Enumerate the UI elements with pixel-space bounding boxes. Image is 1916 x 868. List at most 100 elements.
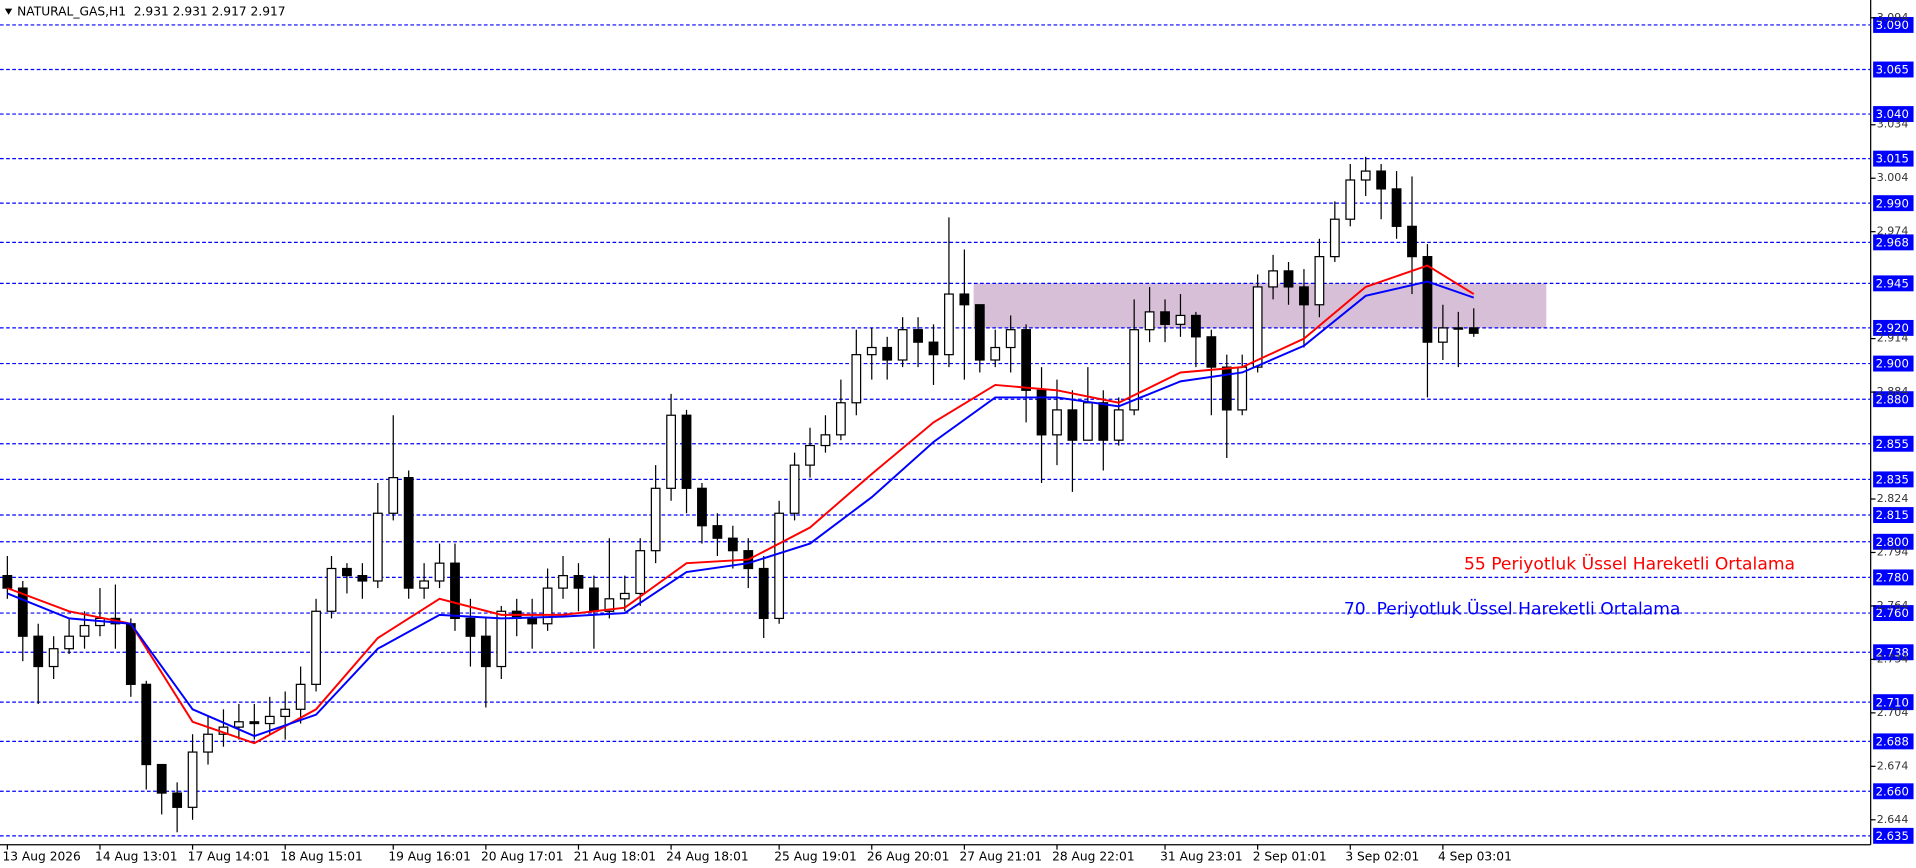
candle-body	[959, 293, 970, 306]
candle-body	[295, 683, 306, 710]
x-tick-label: 3 Sep 02:01	[1345, 849, 1419, 863]
candle-body	[1283, 270, 1294, 288]
level-label-box	[1873, 195, 1914, 212]
level-label-box	[1873, 471, 1914, 488]
level-label-box	[1873, 569, 1914, 586]
candle-body	[882, 346, 893, 361]
y-tick-label: 2.794	[1877, 545, 1909, 558]
candle-body	[17, 587, 28, 637]
level-label: 2.710	[1876, 695, 1909, 709]
candle-body	[1422, 256, 1433, 343]
level-label: 3.090	[1876, 18, 1909, 32]
candle-body	[64, 635, 74, 650]
candle-body	[805, 444, 815, 466]
level-label: 2.660	[1876, 784, 1909, 798]
candle-body	[1391, 188, 1402, 227]
candle-body	[1360, 170, 1371, 181]
level-label: 2.635	[1876, 829, 1909, 843]
level-label: 2.945	[1876, 276, 1909, 290]
candle-body	[311, 610, 321, 685]
candle-body	[1206, 336, 1217, 368]
y-tick-label: 2.914	[1877, 332, 1909, 345]
moving-average	[7, 264, 1475, 745]
candle-body	[342, 567, 352, 577]
x-tick-label: 21 Aug 18:01	[574, 849, 657, 863]
candle-body	[1453, 327, 1464, 330]
level-label: 2.968	[1876, 235, 1909, 249]
x-tick-label: 18 Aug 15:01	[280, 849, 363, 863]
level-label: 2.855	[1876, 437, 1909, 451]
level-label: 2.990	[1876, 196, 1909, 210]
level-label: 2.800	[1876, 535, 1909, 549]
candle-body	[604, 598, 615, 612]
x-tick-label: 13 Aug 2026	[2, 849, 81, 863]
candle-body	[1021, 329, 1032, 391]
candle-body	[635, 550, 646, 595]
x-tick-label: 31 Aug 23:01	[1160, 849, 1243, 863]
candle-body	[1005, 329, 1016, 349]
level-label: 2.880	[1876, 392, 1909, 406]
candle-body	[866, 346, 877, 356]
level-label: 2.738	[1876, 645, 1909, 659]
candle-body	[434, 562, 445, 582]
candle-body	[619, 592, 630, 600]
candle-body	[357, 575, 368, 582]
candle-body	[419, 580, 430, 589]
candle-body	[835, 402, 846, 436]
moving-average	[6, 280, 1475, 738]
candle-body	[990, 346, 1001, 361]
x-tick-label: 19 Aug 16:01	[388, 849, 471, 863]
candle-body	[187, 751, 198, 808]
candle-body	[450, 562, 460, 620]
candle-body	[1221, 366, 1232, 411]
candle-body	[388, 477, 399, 514]
candle-body	[141, 683, 152, 766]
y-tick-label: 2.704	[1877, 706, 1909, 719]
x-tick-label: 2 Sep 01:01	[1253, 849, 1327, 863]
candle-body	[542, 587, 553, 625]
candle-body	[527, 617, 538, 625]
candle-body	[928, 341, 939, 356]
candle-body	[1113, 409, 1124, 441]
level-label: 2.780	[1876, 571, 1909, 585]
candle-body	[33, 635, 44, 668]
candle-body	[1098, 402, 1109, 441]
candle-body	[727, 537, 738, 552]
candle-body	[1314, 256, 1325, 306]
candle-body	[48, 648, 59, 668]
x-tick-label: 20 Aug 17:01	[481, 849, 564, 863]
candle-body	[1036, 389, 1047, 436]
candle-body	[558, 575, 568, 589]
x-tick-label: 17 Aug 14:01	[188, 849, 271, 863]
level-label-box	[1873, 533, 1914, 550]
candle-body	[264, 715, 275, 725]
header-arrow	[4, 8, 13, 15]
level-label: 3.015	[1876, 152, 1909, 166]
candle-body	[480, 635, 491, 668]
candle-body	[1129, 329, 1140, 411]
candle-body	[789, 464, 800, 514]
level-label: 2.920	[1876, 321, 1909, 335]
candle-body	[1468, 327, 1479, 334]
candle-body	[372, 512, 383, 582]
level-label-box	[1873, 507, 1914, 523]
candle-body	[1160, 311, 1170, 325]
candle-body	[681, 414, 692, 489]
x-tick-label: 14 Aug 13:01	[95, 849, 178, 863]
candle-body	[496, 610, 507, 668]
level-label-box	[1873, 827, 1914, 844]
candle-body	[944, 293, 954, 356]
candle-body	[156, 763, 167, 794]
ma-label: 70 Periyotluk Üssel Hareketli Ortalama	[1344, 598, 1681, 620]
candle-body	[573, 575, 584, 589]
candle-body	[79, 624, 90, 637]
candle-body	[403, 477, 414, 589]
x-tick-label: 4 Sep 03:01	[1438, 849, 1512, 863]
candle-body	[1268, 270, 1278, 288]
level-label-box	[1873, 106, 1914, 123]
level-label: 3.040	[1876, 107, 1909, 121]
candle-body	[666, 414, 676, 489]
candle-body	[326, 567, 337, 612]
